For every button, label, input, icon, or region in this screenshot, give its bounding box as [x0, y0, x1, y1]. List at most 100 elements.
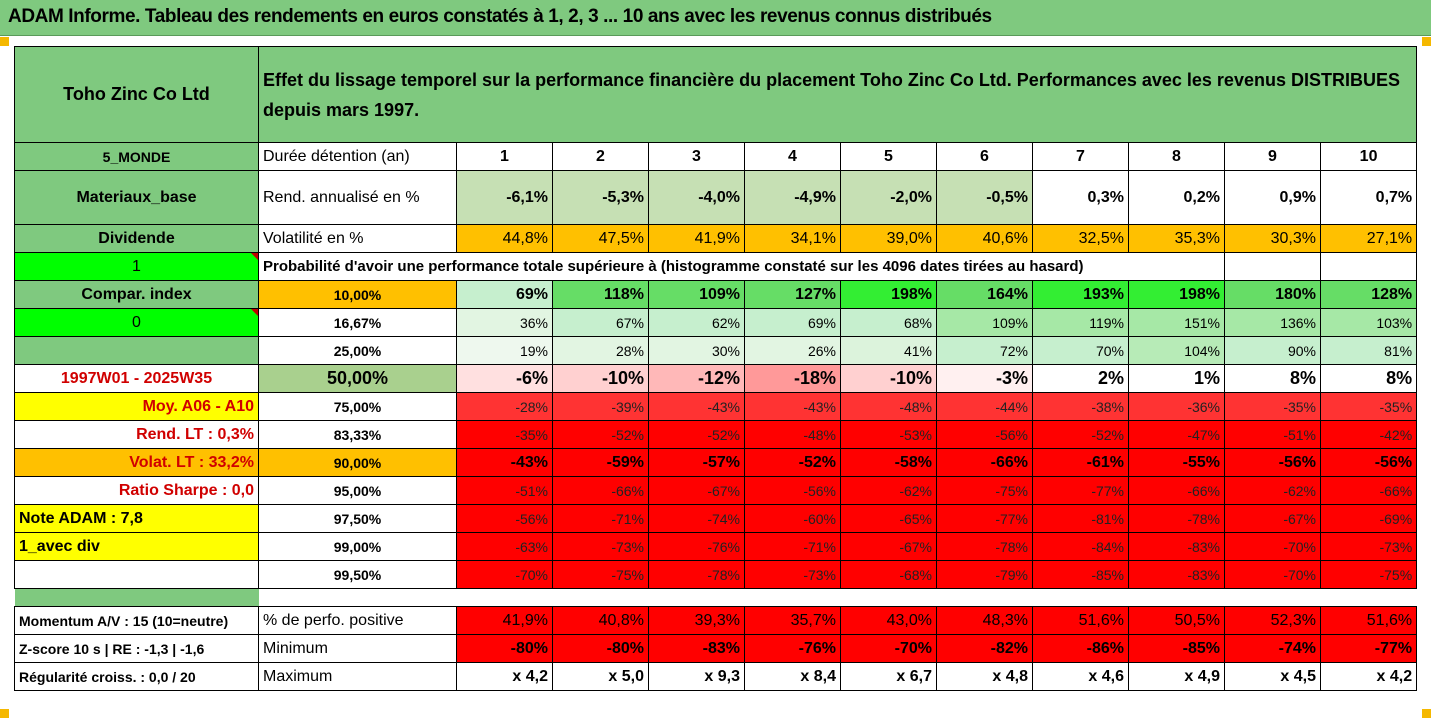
bottom-value: -83% [648, 634, 745, 663]
sector-label: Materiaux_base [14, 170, 259, 225]
percentile-value: 70% [1032, 336, 1129, 365]
percentile-label: 16,67% [258, 308, 457, 337]
percentile-value: -70% [1224, 560, 1321, 589]
percentile-value: 90% [1224, 336, 1321, 365]
percentile-value: 72% [936, 336, 1033, 365]
percentile-value: -70% [1224, 532, 1321, 561]
percentile-value: -36% [1128, 392, 1225, 421]
rend-value: -0,5% [936, 170, 1033, 225]
percentile-value: -78% [936, 532, 1033, 561]
percentile-value: 193% [1032, 280, 1129, 309]
bottom-value: 52,3% [1224, 606, 1321, 635]
percentile-value: -43% [456, 448, 553, 477]
bottom-value: -74% [1224, 634, 1321, 663]
percentile-value: -62% [840, 476, 937, 505]
bottom-value: 51,6% [1319, 606, 1418, 635]
percentile-value: -83% [1128, 532, 1225, 561]
percentile-value: -56% [1224, 448, 1321, 477]
left-info-period: 1997W01 - 2025W35 [14, 364, 259, 393]
bottom-value: x 4,8 [936, 662, 1033, 691]
duree-label: Durée détention (an) [258, 142, 457, 171]
percentile-value: 1% [1128, 364, 1225, 393]
percentile-value: 198% [840, 280, 937, 309]
rend-value: -2,0% [840, 170, 937, 225]
vol-value: 41,9% [648, 224, 745, 253]
percentile-value: -48% [840, 392, 937, 421]
vol-value: 34,1% [744, 224, 841, 253]
percentile-value: 103% [1319, 308, 1418, 337]
bottom-value: x 9,3 [648, 662, 745, 691]
bottom-value: 43,0% [840, 606, 937, 635]
percentile-value: -63% [456, 532, 553, 561]
percentile-value: -78% [1128, 504, 1225, 533]
rend-label: Rend. annualisé en % [258, 170, 457, 225]
left-info-zero: 0 [14, 308, 259, 337]
percentile-value: 128% [1319, 280, 1418, 309]
vol-value: 44,8% [456, 224, 553, 253]
percentile-value: -52% [1032, 420, 1129, 449]
company-name: Toho Zinc Co Ltd [14, 46, 259, 143]
percentile-value: 180% [1224, 280, 1321, 309]
proba-label: Probabilité d'avoir une performance tota… [258, 252, 1225, 281]
percentile-value: -84% [1032, 532, 1129, 561]
percentile-value: -75% [1319, 560, 1418, 589]
bottom-value: 50,5% [1128, 606, 1225, 635]
percentile-value: -77% [936, 504, 1033, 533]
percentile-label: 25,00% [258, 336, 457, 365]
percentile-value: -60% [744, 504, 841, 533]
percentile-value: -77% [1032, 476, 1129, 505]
percentile-value: -65% [840, 504, 937, 533]
percentile-value: -28% [456, 392, 553, 421]
percentile-value: 19% [456, 336, 553, 365]
percentile-label: 50,00% [258, 364, 457, 393]
percentile-value: 136% [1224, 308, 1321, 337]
corner-marker [1422, 37, 1431, 46]
percentile-value: 2% [1032, 364, 1129, 393]
percentile-value: 8% [1319, 364, 1418, 393]
pos-label: % de perfo. positive [258, 606, 457, 635]
percentile-value: -85% [1032, 560, 1129, 589]
bottom-value: 39,3% [648, 606, 745, 635]
percentile-value: 67% [552, 308, 649, 337]
left-info-sharpe: Ratio Sharpe : 0,0 [14, 476, 259, 505]
title-bar: ADAM Informe. Tableau des rendements en … [0, 0, 1431, 36]
bottom-value: x 4,2 [1319, 662, 1418, 691]
percentile-value: -52% [744, 448, 841, 477]
percentile-label: 90,00% [258, 448, 457, 477]
bottom-value: 51,6% [1032, 606, 1129, 635]
year-header: 6 [936, 142, 1033, 171]
rend-value: -5,3% [552, 170, 649, 225]
left-info-moy: Moy. A06 - A10 [14, 392, 259, 421]
percentile-value: -58% [840, 448, 937, 477]
percentile-value: -62% [1224, 476, 1321, 505]
percentile-value: -35% [1319, 392, 1418, 421]
percentile-value: -10% [552, 364, 649, 393]
percentile-value: 109% [936, 308, 1033, 337]
vol-value: 40,6% [936, 224, 1033, 253]
percentile-value: -79% [936, 560, 1033, 589]
year-header: 2 [552, 142, 649, 171]
percentile-value: -76% [648, 532, 745, 561]
vol-value: 30,3% [1224, 224, 1321, 253]
left-info-avec-div: 1_avec div [14, 532, 259, 561]
percentile-value: 81% [1319, 336, 1418, 365]
percentile-value: 69% [456, 280, 553, 309]
bottom-value: -86% [1032, 634, 1129, 663]
percentile-value: -10% [840, 364, 937, 393]
percentile-value: -3% [936, 364, 1033, 393]
vol-value: 47,5% [552, 224, 649, 253]
percentile-value: 68% [840, 308, 937, 337]
percentile-value: 41% [840, 336, 937, 365]
percentile-label: 95,00% [258, 476, 457, 505]
percentile-value: 36% [456, 308, 553, 337]
percentile-value: -51% [1224, 420, 1321, 449]
bottom-value: 41,9% [456, 606, 553, 635]
bottom-value: -77% [1319, 634, 1418, 663]
percentile-value: 28% [552, 336, 649, 365]
percentile-value: -73% [1319, 532, 1418, 561]
percentile-value: -56% [936, 420, 1033, 449]
rend-value: 0,7% [1319, 170, 1418, 225]
percentile-value: -47% [1128, 420, 1225, 449]
percentile-label: 10,00% [258, 280, 457, 309]
bottom-value: x 8,4 [744, 662, 841, 691]
